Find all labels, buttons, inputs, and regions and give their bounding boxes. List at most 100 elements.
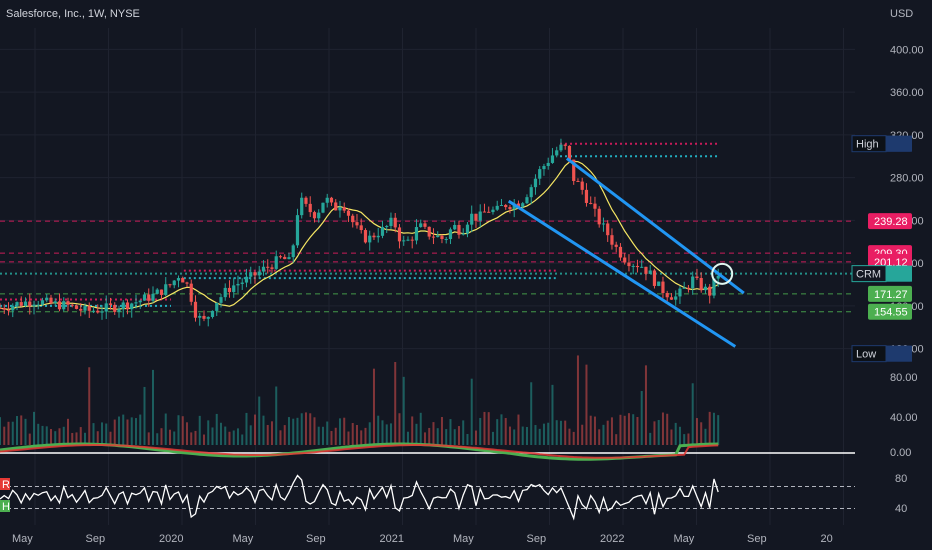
candle-body <box>525 197 529 204</box>
time-tick-label: May <box>233 533 254 545</box>
candle-body <box>142 294 147 301</box>
horizontal-levels <box>0 142 855 313</box>
candle-body <box>261 266 266 272</box>
candle-body <box>172 280 176 286</box>
candle-body <box>45 297 49 301</box>
candle-body <box>0 308 2 310</box>
candle-body <box>406 239 410 241</box>
candle-body <box>257 271 261 276</box>
volume-bar <box>551 384 554 445</box>
candle-body <box>185 282 189 284</box>
volume-bar <box>3 426 6 445</box>
volume-bar <box>160 428 163 445</box>
volume-bar <box>581 424 584 445</box>
volume-bar <box>198 415 201 445</box>
candles <box>0 138 720 327</box>
volume-bar <box>398 413 401 445</box>
volume-bar <box>525 426 528 445</box>
volume-bar <box>389 423 392 445</box>
volume-bar <box>351 423 354 445</box>
channel-lower-line <box>507 199 737 348</box>
volume-bar <box>542 423 545 445</box>
time-tick-label: Sep <box>86 533 106 545</box>
candle-body <box>555 150 559 156</box>
candle-body <box>516 203 521 207</box>
volume-bar <box>313 417 316 445</box>
candle-body <box>287 257 291 260</box>
volume-bar <box>428 427 431 445</box>
candle-body <box>402 240 406 242</box>
candle-body <box>508 207 512 210</box>
volume-bar <box>79 427 82 445</box>
volume-bar <box>37 423 40 445</box>
candle-body <box>482 211 487 213</box>
volume-bar <box>411 416 414 445</box>
time-tick-label: 2022 <box>600 533 624 545</box>
volume-bar <box>661 412 664 445</box>
candle-body <box>244 276 249 283</box>
volume-bar <box>406 431 409 445</box>
volume-bar <box>139 414 142 445</box>
candle-body <box>151 293 155 301</box>
candle-body <box>40 300 45 305</box>
volume-bar <box>330 431 333 445</box>
volume-bar <box>483 411 486 445</box>
volume-bar <box>343 417 346 445</box>
volume-bar <box>602 424 605 445</box>
candle-body <box>678 288 682 297</box>
volume-bar <box>644 365 647 445</box>
candle-body <box>168 284 172 286</box>
volume-bar <box>309 413 312 445</box>
indicator-tag: H <box>2 501 10 513</box>
candle-body <box>155 289 159 294</box>
candle-body <box>32 304 36 307</box>
volume-bar <box>45 426 48 445</box>
candle-body <box>219 297 223 303</box>
candle-body <box>79 308 83 311</box>
candle-body <box>584 189 589 203</box>
candle-body <box>550 155 555 163</box>
volume-bar <box>381 420 384 445</box>
candle-body <box>682 287 686 289</box>
volume-bar <box>270 421 273 445</box>
volume-bar <box>0 417 1 445</box>
candle-body <box>423 223 427 227</box>
volume-bar <box>564 420 567 445</box>
volume-bar <box>122 414 125 445</box>
candle-body <box>283 256 287 260</box>
price-tag-value: 154.55 <box>874 307 908 319</box>
volume-bar <box>326 421 329 445</box>
candle-body <box>393 217 397 228</box>
candle-body <box>249 272 253 277</box>
time-axis[interactable]: May Sep 2020 May Sep 2021 May Sep 2022 May Sep 20 <box>0 528 932 550</box>
candle-body <box>189 283 193 302</box>
time-tick-label: 2020 <box>159 533 183 545</box>
time-tick-label: Sep <box>527 533 547 545</box>
volume-bar <box>508 426 511 445</box>
volume-bar <box>177 415 180 445</box>
candle-body <box>385 226 389 228</box>
volume-tick-label: 80.00 <box>890 372 918 384</box>
candle-body <box>368 235 372 243</box>
candle-body <box>338 207 342 211</box>
volume-bar <box>670 429 673 445</box>
candle-body <box>346 210 351 216</box>
volume-tick-label: 0.00 <box>890 447 911 459</box>
volume-tick-label: 40.00 <box>890 412 918 424</box>
volume-bar <box>632 414 635 445</box>
volume-bar <box>555 420 558 445</box>
volume-bar <box>113 419 116 445</box>
price-tag-value: 239.28 <box>874 216 908 228</box>
volume-bar <box>360 430 363 445</box>
descending-channel[interactable] <box>507 157 745 348</box>
volume-bar <box>589 415 592 445</box>
volume-bar <box>147 432 150 445</box>
volume-bar <box>71 432 74 445</box>
volume-bar <box>253 414 256 445</box>
candle-body <box>159 289 164 295</box>
volume-bar <box>347 431 350 445</box>
volume-bar <box>168 429 171 445</box>
indicator-tag: R <box>2 479 10 491</box>
candle-body <box>669 297 674 300</box>
